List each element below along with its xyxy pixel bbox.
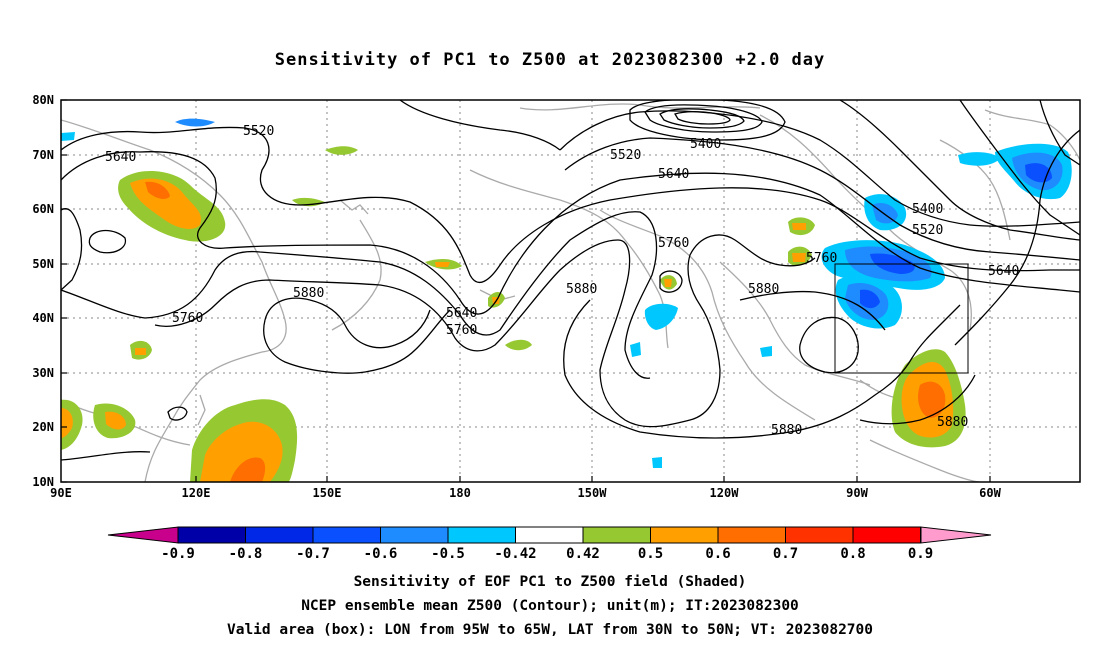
lon-label: 150E xyxy=(313,486,342,500)
contour-label: 5640 xyxy=(446,306,477,321)
lat-label: 50N xyxy=(32,257,54,271)
colorbar-swatch xyxy=(852,526,921,544)
valid-area-box xyxy=(834,263,969,374)
colorbar-tick-label: 0.42 xyxy=(566,546,600,562)
contour-label: 5400 xyxy=(912,202,943,217)
colorbar-low-extend xyxy=(107,526,179,544)
colorbar-tick-label: 0.8 xyxy=(840,546,865,562)
contour-label: 5880 xyxy=(771,423,802,438)
z500-contours xyxy=(61,100,1080,461)
contour-label: 5880 xyxy=(566,282,597,297)
contour-label: 5520 xyxy=(610,148,641,163)
lat-label: 20N xyxy=(32,420,54,434)
lon-label: 120W xyxy=(710,486,740,500)
lat-label: 70N xyxy=(32,148,54,162)
colorbar-swatches xyxy=(177,526,921,544)
lon-label: 120E xyxy=(182,486,211,500)
contour-label: 5880 xyxy=(937,415,968,430)
longitude-labels: 90E 120E 150E 180 150W 120W 90W 60W xyxy=(50,486,1001,500)
colorbar-swatch xyxy=(515,526,584,544)
colorbar-tick-label: -0.8 xyxy=(229,546,263,562)
lat-label: 40N xyxy=(32,311,54,325)
colorbar-swatch xyxy=(582,526,651,544)
contour-label: 5520 xyxy=(243,124,274,139)
contour-label: 5640 xyxy=(658,167,689,182)
tick-marks xyxy=(61,99,991,483)
colorbar-tick-label: 0.7 xyxy=(773,546,798,562)
caption-line-2: NCEP ensemble mean Z500 (Contour); unit(… xyxy=(301,598,799,614)
colorbar-swatch xyxy=(245,526,314,544)
lon-label: 60W xyxy=(979,486,1001,500)
colorbar-tick-label: -0.6 xyxy=(364,546,398,562)
lon-label: 90W xyxy=(846,486,868,500)
contour-labels: 5520 5400 5520 5640 5640 5760 5400 5520 … xyxy=(105,124,1019,438)
colorbar-swatch xyxy=(447,526,516,544)
colorbar-tick-label: 0.9 xyxy=(908,546,933,562)
lat-label: 30N xyxy=(32,366,54,380)
colorbar-tick-label: 0.6 xyxy=(705,546,730,562)
lon-label: 150W xyxy=(578,486,608,500)
lon-label: 180 xyxy=(449,486,471,500)
colorbar-swatch xyxy=(717,526,786,544)
map-title: Sensitivity of PC1 to Z500 at 2023082300… xyxy=(274,50,826,70)
contour-label: 5640 xyxy=(105,150,136,165)
contour-label: 5400 xyxy=(690,137,721,152)
contour-label: 5760 xyxy=(172,311,203,326)
colorbar-tick-label: -0.5 xyxy=(431,546,465,562)
lat-label: 60N xyxy=(32,202,54,216)
contour-label: 5520 xyxy=(912,223,943,238)
caption-line-1: Sensitivity of EOF PC1 to Z500 field (Sh… xyxy=(353,574,747,590)
colorbar-tick-label: 0.5 xyxy=(638,546,663,562)
map-frame xyxy=(60,99,1081,483)
contour-label: 5880 xyxy=(748,282,779,297)
caption-line-3: Valid area (box): LON from 95W to 65W, L… xyxy=(226,622,873,638)
colorbar-tick-label: -0.7 xyxy=(296,546,330,562)
colorbar: -0.9 -0.8 -0.7 -0.6 -0.5 -0.42 0.42 0.5 0.6 0.7 0.… xyxy=(107,526,992,562)
lat-label: 80N xyxy=(32,93,54,107)
contour-label: 5640 xyxy=(988,264,1019,279)
colorbar-swatch xyxy=(785,526,854,544)
lon-label: 90E xyxy=(50,486,72,500)
colorbar-labels: -0.9 -0.8 -0.7 -0.6 -0.5 -0.42 0.42 0.5 0.6 0.7 0.… xyxy=(161,546,933,562)
latitude-labels: 80N 70N 60N 50N 40N 30N 20N 10N xyxy=(32,93,54,489)
contour-label: 5880 xyxy=(293,286,324,301)
colorbar-tick-label: -0.9 xyxy=(161,546,195,562)
colorbar-high-extend xyxy=(920,526,992,544)
lat-label: 10N xyxy=(32,475,54,489)
colorbar-swatch xyxy=(177,526,246,544)
colorbar-swatch xyxy=(312,526,381,544)
contour-label: 5760 xyxy=(658,236,689,251)
colorbar-tick-label: -0.42 xyxy=(494,546,536,562)
contour-label: 5760 xyxy=(446,323,477,338)
contour-label: 5760 xyxy=(806,251,837,266)
colorbar-swatch xyxy=(380,526,449,544)
colorbar-swatch xyxy=(650,526,719,544)
